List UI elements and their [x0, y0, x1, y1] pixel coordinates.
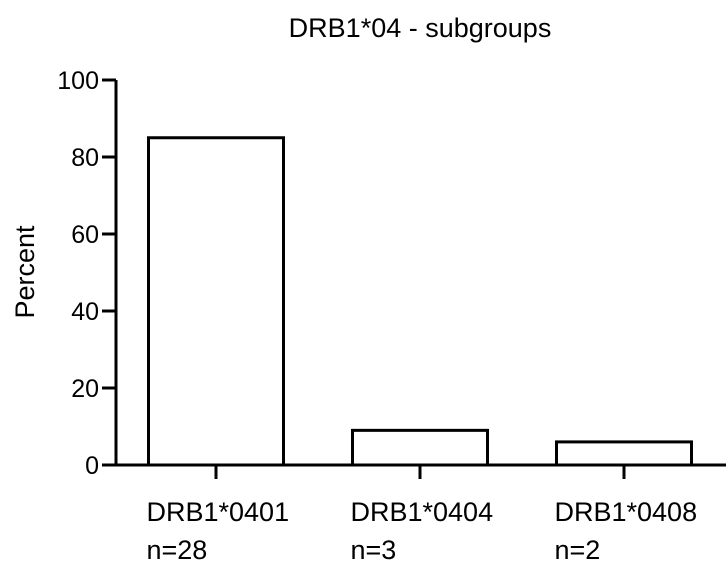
x-tick-sample-size: n=28: [147, 535, 208, 563]
y-axis-label: Percent: [10, 225, 40, 319]
x-tick-sample-size: n=3: [351, 535, 397, 563]
y-tick-label: 0: [85, 452, 99, 480]
x-tick-labels: DRB1*0401 n=28 DRB1*0404 n=3 DRB1*0408 n=2: [147, 497, 698, 563]
x-tick-sample-size: n=2: [555, 535, 601, 563]
bar: [351, 428, 489, 467]
x-axis: [116, 463, 726, 479]
chart-title: DRB1*04 - subgroups: [289, 13, 552, 43]
bars: [147, 136, 693, 467]
x-tick-label: DRB1*0408: [555, 497, 698, 527]
bar: [147, 136, 285, 467]
y-tick-label: 20: [71, 375, 99, 403]
y-axis: 0 20 40 60 80 100: [57, 67, 118, 480]
x-tick-label: DRB1*0404: [351, 497, 494, 527]
x-tick-label: DRB1*0401: [147, 497, 290, 527]
y-tick-label: 100: [57, 67, 99, 95]
y-tick-label: 80: [71, 144, 99, 172]
bar: [555, 440, 693, 467]
y-tick-label: 60: [71, 221, 99, 249]
y-tick-label: 40: [71, 298, 99, 326]
